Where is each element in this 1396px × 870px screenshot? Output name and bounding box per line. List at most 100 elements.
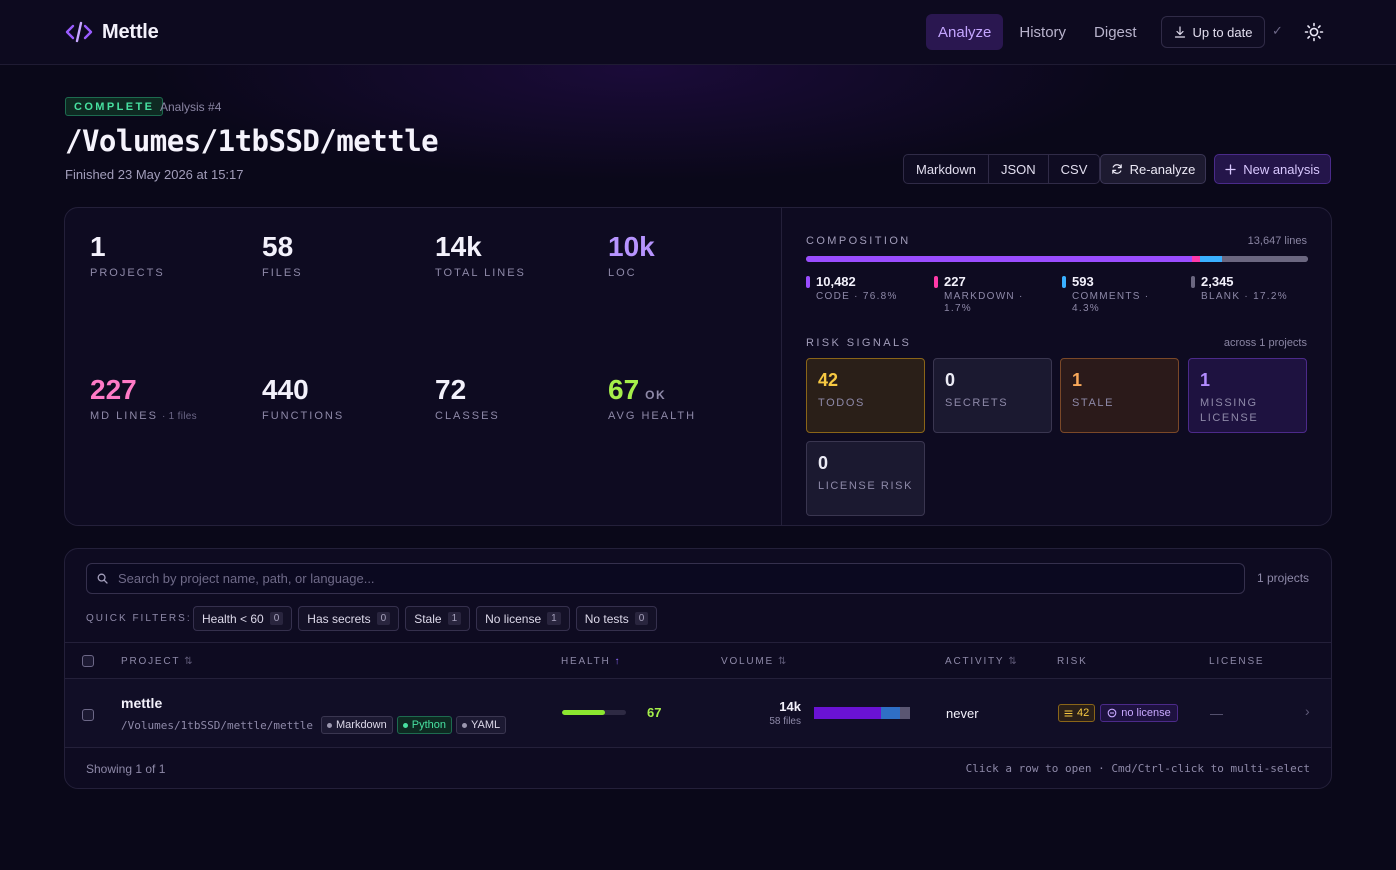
stat-label: MD LINES · 1 files [90,410,197,422]
export-json-button[interactable]: JSON [989,155,1049,183]
column-volume[interactable]: VOLUME ⇅ [721,656,788,667]
page-title: /Volumes/1tbSSD/mettle [65,124,439,158]
todo-badge: 42 [1058,704,1096,722]
row-hint: Click a row to open · Cmd/Ctrl-click to … [965,762,1310,775]
reanalyze-label: Re-analyze [1129,161,1196,177]
health-ok-tag: OK [645,388,667,402]
table-header: PROJECT ⇅ HEALTH ↑ VOLUME ⇅ ACTIVITY ⇅ RISK … [65,642,1331,679]
column-activity[interactable]: ACTIVITY ⇅ [945,656,1019,667]
search-input[interactable] [118,571,1218,586]
filter-no-tests[interactable]: No tests 0 [575,606,658,631]
language-tag-markdown: Markdown [321,716,393,734]
stat-value: 440 [262,374,309,405]
legend-label: MARKDOWN · 1.7% [944,291,1024,314]
legend-label: BLANK · 17.2% [1201,291,1288,302]
column-label: HEALTH [561,656,611,667]
filter-stale[interactable]: Stale 1 [405,606,471,631]
project-name: mettle [121,695,163,711]
list-icon [1064,709,1073,717]
export-csv-button[interactable]: CSV [1060,161,1088,177]
filter-health-below-60[interactable]: Health < 60 0 [193,606,293,631]
risk-signals-meta: across 1 projects [1223,337,1307,349]
stat-files: 58 FILES [262,231,303,279]
new-analysis-button[interactable]: New analysis [1214,154,1331,184]
app-name: Mettle [102,20,159,43]
volume-segment [900,707,910,719]
health-value: 67 [647,705,662,720]
export-markdown-button[interactable]: Markdown [904,155,989,183]
risk-tile-todos[interactable]: 42 TODOS [806,358,925,433]
health-bar-fill [562,710,605,715]
download-icon [1174,26,1185,38]
select-all-checkbox[interactable] [82,655,94,667]
stat-avg-health: 67 OK AVG HEALTH [608,374,696,422]
column-project[interactable]: PROJECT ⇅ [121,656,194,667]
language-label: Markdown [336,719,387,731]
stat-md-lines: 227 MD LINES · 1 files [90,374,197,422]
app-logo[interactable]: Mettle [65,18,159,46]
stat-label: TOTAL LINES [435,267,526,279]
stat-value: 72 [435,374,467,405]
composition-title: COMPOSITION [806,235,911,247]
nav-analyze[interactable]: Analyze [926,14,1004,50]
stat-label: LOC [608,267,637,279]
quick-filters-label: QUICK FILTERS: [86,613,192,624]
legend-value: 10,482 [816,274,856,289]
filter-count: 0 [269,612,284,625]
chevron-right-icon[interactable]: › [1305,703,1310,719]
risk-tile-stale[interactable]: 1 STALE [1060,358,1179,433]
risk-tile-missing-license[interactable]: 1 MISSING LICENSE [1188,358,1307,433]
language-tag-yaml: YAML [456,716,507,734]
plus-icon [1225,163,1236,175]
theme-toggle[interactable] [1303,21,1325,43]
composition-segment [1191,256,1201,262]
risk-value: 1 [1200,370,1211,390]
new-analysis-label: New analysis [1243,161,1320,177]
filter-label: Health < 60 [202,611,264,626]
stat-label: PROJECTS [90,267,165,279]
legend-swatch [1191,276,1195,288]
refresh-icon [1111,164,1122,174]
legend-comments: 593 COMMENTS · 4.3% [1062,274,1167,315]
language-tags: Markdown Python YAML [321,716,507,734]
risk-value: 0 [945,370,956,390]
filter-no-license[interactable]: No license 1 [476,606,570,631]
column-health[interactable]: HEALTH ↑ [561,656,621,667]
stat-value-number: 67 [608,374,640,405]
composition-segment [1200,256,1222,262]
dot-icon [402,722,408,728]
column-label: VOLUME [721,656,775,667]
legend-label: COMMENTS · 4.3% [1072,291,1150,314]
language-label: YAML [471,719,501,731]
sort-ascending-icon: ↑ [614,656,622,667]
risk-tile-license-risk[interactable]: 0 LICENSE RISK [806,441,925,516]
quick-filters: Health < 60 0 Has secrets 0 Stale 1 No lice… [193,606,658,631]
risk-label: TODOS [818,397,865,409]
row-checkbox[interactable] [82,709,94,721]
stat-value: 67 OK [608,374,696,406]
update-label: Up to date [1192,24,1253,40]
check-icon: ✓ [1272,23,1283,38]
stat-loc: 10k LOC [608,231,655,279]
no-license-badge: no license [1100,704,1178,722]
search-box[interactable] [86,563,1245,594]
composition-segment [1221,256,1308,262]
nav-digest[interactable]: Digest [1094,23,1137,41]
column-label: PROJECT [121,656,181,667]
nav-history[interactable]: History [1019,23,1067,41]
legend-swatch [934,276,938,288]
filter-has-secrets[interactable]: Has secrets 0 [298,606,400,631]
language-label: Python [411,719,446,731]
stat-value: 1 [90,231,106,262]
projects-card: 1 projects QUICK FILTERS: Health < 60 0 H… [64,548,1332,789]
update-button[interactable]: Up to date [1161,16,1265,48]
volume-segment [881,707,901,719]
risk-tile-secrets[interactable]: 0 SECRETS [933,358,1052,433]
reanalyze-button[interactable]: Re-analyze [1100,154,1206,184]
table-row[interactable]: mettle /Volumes/1tbSSD/mettle/mettle Mar… [65,679,1331,748]
filter-count: 0 [376,612,391,625]
filter-label: Stale [414,611,442,626]
legend-value: 593 [1072,274,1094,289]
risk-label: SECRETS [945,397,1009,409]
legend-code: 10,482 CODE · 76.8% [806,274,926,303]
